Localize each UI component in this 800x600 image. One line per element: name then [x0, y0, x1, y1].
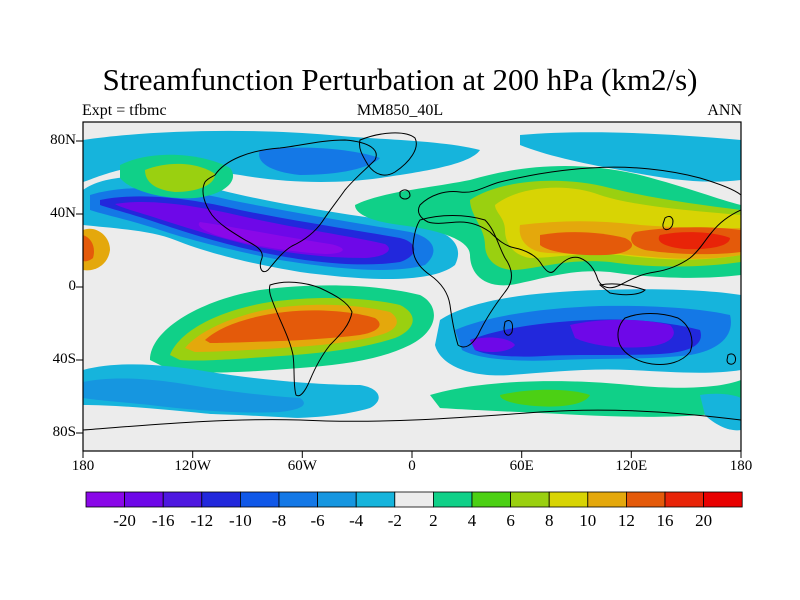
axis-ticks	[76, 140, 742, 458]
colorbar-level-label: 16	[656, 511, 674, 530]
africa-coast	[412, 215, 512, 348]
lon-tick-label: 0	[408, 458, 416, 474]
negative-anomaly-arctic	[83, 122, 741, 182]
colorbar-box	[394, 491, 434, 508]
lat-tick-label: 80S	[52, 424, 76, 440]
colorbar-box	[317, 491, 357, 508]
south-america-coast	[269, 281, 353, 397]
colorbar-box	[548, 491, 589, 508]
colorbar-level-label: -20	[113, 511, 136, 530]
colorbar-level-label: 20	[695, 511, 713, 530]
japan-coast	[662, 215, 674, 231]
colorbar-box	[626, 491, 666, 508]
lon-tick-label: 60W	[287, 458, 317, 474]
north-america-coast	[202, 139, 377, 273]
new-zealand-coast	[726, 353, 736, 365]
colorbar-level-label: 4	[467, 511, 477, 530]
lon-tick-label: 60E	[509, 458, 534, 474]
eurasia-coast	[417, 166, 741, 289]
lat-tick-label: 40S	[52, 351, 76, 367]
colorbar-level-label: -8	[271, 511, 287, 530]
experiment-label: Expt = tfbmc	[82, 102, 167, 119]
lon-tick-label: 120W	[174, 458, 212, 474]
colorbar-level-label: 8	[544, 511, 554, 530]
colorbar-box	[85, 491, 125, 508]
positive-anomaly-north-pacific-west	[83, 154, 234, 271]
colorbar-level-label: -10	[229, 511, 252, 530]
colorbar-level-label: 12	[617, 511, 635, 530]
colorbar-box	[278, 491, 318, 508]
contour-field	[83, 122, 741, 451]
coastlines	[83, 132, 741, 431]
colorbar-level-label: -16	[151, 511, 175, 530]
lon-tick-label: 180	[729, 458, 753, 474]
colorbar-box	[124, 491, 164, 508]
colorbar-box	[162, 491, 203, 508]
negative-anomaly-north-pacific	[83, 176, 459, 280]
madagascar-coast	[503, 319, 513, 336]
colorbar-box	[587, 491, 627, 508]
uk-coast	[399, 189, 411, 200]
lat-tick-label: 40N	[50, 205, 76, 221]
colorbar-boxes	[85, 491, 743, 508]
colorbar-level-label: 2	[429, 511, 438, 530]
season-label: ANN	[707, 102, 742, 119]
colorbar-box	[355, 491, 396, 508]
colorbar-level-label: 6	[506, 511, 515, 530]
greenland-coast	[359, 132, 417, 176]
colorbar-box	[471, 491, 511, 508]
colorbar-box	[703, 491, 743, 508]
colorbar-level-label: -2	[387, 511, 402, 530]
colorbar-level-label: -4	[349, 511, 364, 530]
positive-anomaly-eurasia	[355, 165, 741, 286]
lon-tick-label: 180	[71, 458, 95, 474]
colorbar-box	[510, 491, 550, 508]
colorbar-box	[664, 491, 704, 508]
lat-tick-label: 80N	[50, 132, 76, 148]
antarctica-coast	[83, 409, 741, 431]
colorbar-box	[432, 491, 473, 508]
colorbar-box	[239, 491, 280, 508]
indonesia-coast	[598, 283, 646, 296]
colorbar-level-label: -6	[310, 511, 325, 530]
positive-anomaly-southern-ocean	[430, 380, 741, 431]
australia-coast	[617, 313, 693, 365]
colorbar-level-label: 10	[579, 511, 597, 530]
map-title: Streamfunction Perturbation at 200 hPa (…	[102, 62, 698, 97]
lat-tick-label: 0	[68, 278, 77, 294]
lon-tick-label: 120E	[615, 458, 648, 474]
negative-anomaly-south-pacific	[83, 364, 741, 451]
colorbar-level-label: -12	[190, 511, 214, 530]
negative-anomaly-indian-ocean	[435, 289, 741, 376]
model-label: MM850_40L	[356, 102, 444, 119]
colorbar-box	[201, 491, 241, 508]
